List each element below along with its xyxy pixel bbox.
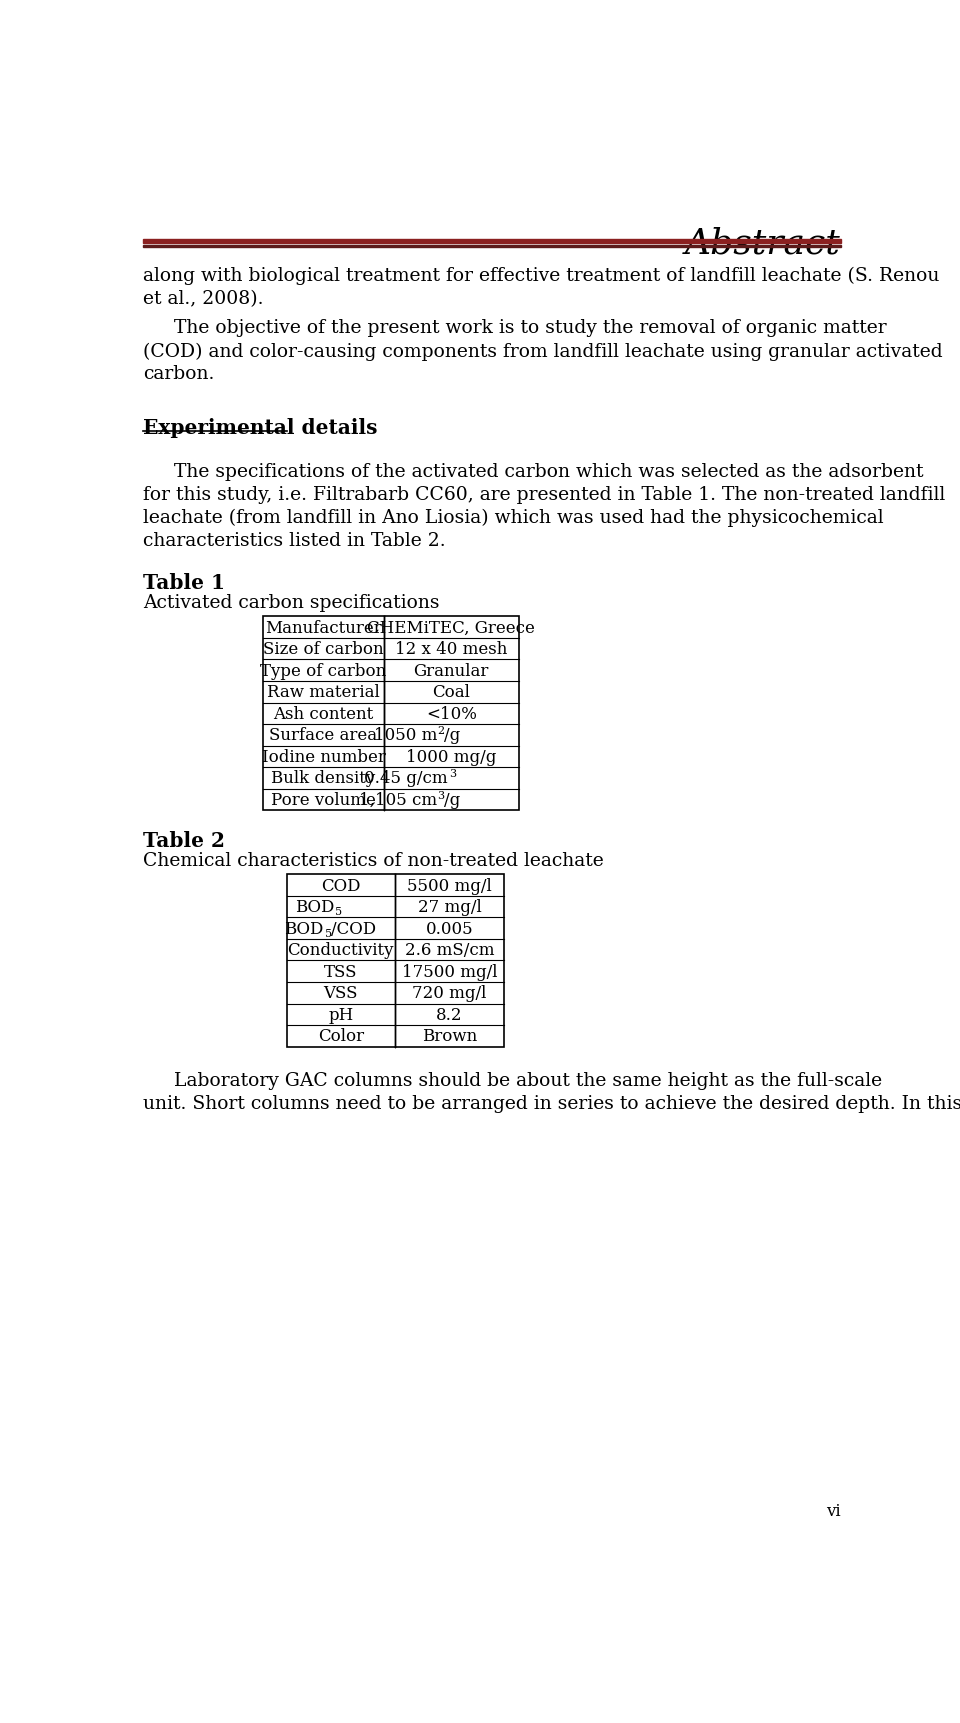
Text: for this study, i.e. Filtrabarb CC60, are presented in Table 1. The non-treated : for this study, i.e. Filtrabarb CC60, ar… (143, 486, 946, 503)
Text: vi: vi (827, 1502, 841, 1520)
Bar (143, 246, 841, 248)
Text: (COD) and color-causing components from landfill leachate using granular activat: (COD) and color-causing components from … (143, 343, 943, 360)
Text: 27 mg/l: 27 mg/l (418, 899, 481, 915)
Bar (143, 239, 841, 243)
Text: 2.6 mS/cm: 2.6 mS/cm (404, 942, 494, 958)
Text: 12 x 40 mesh: 12 x 40 mesh (396, 641, 508, 658)
Text: Experimental details: Experimental details (143, 417, 377, 438)
Text: pH: pH (328, 1006, 353, 1023)
Bar (287, 875, 504, 1048)
Text: 5: 5 (324, 929, 332, 939)
Text: Granular: Granular (414, 662, 489, 679)
Text: <10%: <10% (426, 705, 477, 722)
Text: 1000 mg/g: 1000 mg/g (406, 748, 496, 765)
Text: 2: 2 (438, 725, 444, 736)
Text: /g: /g (444, 791, 460, 808)
Text: Type of carbon: Type of carbon (260, 662, 387, 679)
Text: 3: 3 (438, 791, 444, 801)
Text: along with biological treatment for effective treatment of landfill leachate (S.: along with biological treatment for effe… (143, 267, 940, 284)
Text: Conductivity: Conductivity (288, 942, 395, 958)
Text: COD: COD (322, 877, 361, 894)
Text: The specifications of the activated carbon which was selected as the adsorbent: The specifications of the activated carb… (175, 462, 924, 481)
Text: /COD: /COD (331, 920, 376, 937)
Text: BOD: BOD (284, 920, 324, 937)
Text: 3: 3 (449, 768, 456, 779)
Text: 1,105 cm: 1,105 cm (359, 791, 438, 808)
Text: 17500 mg/l: 17500 mg/l (401, 963, 497, 980)
Text: Raw material: Raw material (267, 684, 380, 701)
Bar (263, 617, 519, 812)
Text: Activated carbon specifications: Activated carbon specifications (143, 594, 440, 612)
Text: BOD: BOD (296, 899, 335, 915)
Text: Iodine number: Iodine number (261, 748, 385, 765)
Text: Brown: Brown (421, 1029, 477, 1044)
Text: Table 2: Table 2 (143, 830, 226, 851)
Text: 1050 m: 1050 m (374, 727, 438, 744)
Text: The objective of the present work is to study the removal of organic matter: The objective of the present work is to … (175, 319, 887, 338)
Text: CHEMiTEC, Greece: CHEMiTEC, Greece (368, 619, 536, 636)
Text: Table 1: Table 1 (143, 574, 226, 593)
Text: 720 mg/l: 720 mg/l (412, 986, 487, 1001)
Text: Abstract: Abstract (685, 226, 841, 260)
Text: Surface area: Surface area (270, 727, 377, 744)
Text: carbon.: carbon. (143, 365, 215, 383)
Text: unit. Short columns need to be arranged in series to achieve the desired depth. : unit. Short columns need to be arranged … (143, 1094, 960, 1113)
Text: Bulk density: Bulk density (272, 770, 375, 787)
Text: characteristics listed in Table 2.: characteristics listed in Table 2. (143, 531, 445, 550)
Text: leachate (from landfill in Ano Liosia) which was used had the physicochemical: leachate (from landfill in Ano Liosia) w… (143, 508, 884, 527)
Text: Pore volume: Pore volume (271, 791, 376, 808)
Text: 8.2: 8.2 (436, 1006, 463, 1023)
Text: et al., 2008).: et al., 2008). (143, 289, 264, 308)
Text: Laboratory GAC columns should be about the same height as the full-scale: Laboratory GAC columns should be about t… (175, 1072, 882, 1089)
Text: 0.005: 0.005 (425, 920, 473, 937)
Text: 5500 mg/l: 5500 mg/l (407, 877, 492, 894)
Text: TSS: TSS (324, 963, 358, 980)
Text: 0.45 g/cm: 0.45 g/cm (364, 770, 447, 787)
Text: Manufacturer: Manufacturer (265, 619, 382, 636)
Text: Color: Color (318, 1029, 364, 1044)
Text: VSS: VSS (324, 986, 358, 1001)
Text: Ash content: Ash content (274, 705, 373, 722)
Text: Coal: Coal (432, 684, 470, 701)
Text: Size of carbon: Size of carbon (263, 641, 384, 658)
Text: /g: /g (444, 727, 460, 744)
Text: Chemical characteristics of non-treated leachate: Chemical characteristics of non-treated … (143, 851, 604, 870)
Text: 5: 5 (335, 906, 343, 917)
